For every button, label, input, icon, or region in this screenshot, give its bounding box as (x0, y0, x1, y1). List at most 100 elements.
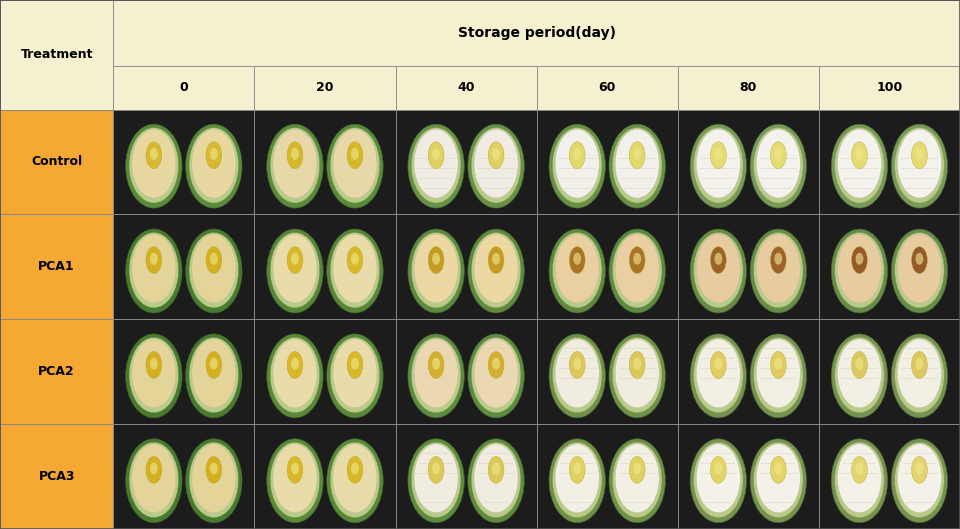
FancyArrow shape (282, 453, 308, 454)
Ellipse shape (855, 462, 863, 475)
Ellipse shape (273, 234, 317, 303)
FancyArrow shape (702, 253, 735, 254)
Ellipse shape (615, 339, 660, 408)
Ellipse shape (895, 442, 945, 518)
Bar (678, 319, 819, 424)
Ellipse shape (756, 444, 801, 513)
FancyArrow shape (477, 378, 515, 379)
FancyArrow shape (700, 368, 737, 369)
FancyArrow shape (338, 358, 372, 359)
Bar (678, 424, 819, 529)
Ellipse shape (132, 129, 176, 198)
Bar (537, 319, 678, 424)
Ellipse shape (750, 124, 806, 208)
FancyArrow shape (564, 453, 590, 454)
Bar (254, 110, 396, 214)
FancyArrow shape (201, 293, 227, 294)
FancyArrow shape (559, 483, 596, 484)
FancyArrow shape (759, 263, 797, 264)
FancyArrow shape (843, 358, 876, 359)
FancyArrow shape (477, 263, 515, 264)
Ellipse shape (408, 229, 465, 313)
FancyArrow shape (620, 178, 654, 179)
Ellipse shape (549, 124, 606, 208)
Ellipse shape (150, 148, 157, 160)
Ellipse shape (569, 457, 585, 484)
Ellipse shape (852, 142, 867, 169)
FancyArrow shape (620, 463, 654, 464)
FancyArrow shape (900, 263, 938, 264)
Text: 100: 100 (876, 81, 902, 94)
Ellipse shape (714, 358, 722, 370)
Ellipse shape (189, 338, 239, 413)
Ellipse shape (756, 339, 801, 408)
Ellipse shape (895, 127, 945, 203)
Bar (819, 110, 960, 214)
Bar (537, 319, 678, 424)
Ellipse shape (573, 358, 581, 370)
FancyArrow shape (282, 243, 308, 244)
Ellipse shape (132, 234, 176, 303)
Ellipse shape (185, 439, 242, 523)
FancyArrow shape (702, 178, 735, 179)
FancyArrow shape (276, 368, 314, 369)
Ellipse shape (273, 444, 317, 513)
Bar (0, 110, 113, 214)
Bar (678, 319, 819, 424)
Ellipse shape (185, 124, 242, 208)
FancyArrow shape (902, 358, 936, 359)
FancyArrow shape (336, 263, 373, 264)
Bar (819, 424, 960, 529)
Ellipse shape (489, 352, 504, 378)
FancyArrow shape (141, 453, 167, 454)
FancyArrow shape (765, 453, 791, 454)
Bar (113, 0, 960, 66)
Ellipse shape (615, 129, 660, 198)
FancyArrow shape (843, 492, 876, 494)
FancyArrow shape (761, 253, 795, 254)
Ellipse shape (855, 253, 863, 265)
Ellipse shape (552, 442, 602, 518)
Ellipse shape (775, 148, 782, 160)
Ellipse shape (609, 439, 665, 523)
FancyArrow shape (706, 453, 732, 454)
Ellipse shape (273, 339, 317, 408)
FancyArrow shape (702, 283, 735, 284)
Ellipse shape (287, 142, 302, 169)
Ellipse shape (146, 352, 161, 378)
Ellipse shape (552, 127, 602, 203)
Ellipse shape (552, 338, 602, 413)
Bar (0, 319, 113, 424)
FancyArrow shape (618, 483, 656, 484)
Ellipse shape (775, 358, 782, 370)
Ellipse shape (333, 234, 377, 303)
FancyArrow shape (195, 263, 232, 264)
Bar (537, 66, 678, 110)
Text: 60: 60 (598, 81, 616, 94)
Ellipse shape (492, 358, 500, 370)
FancyArrow shape (843, 283, 876, 284)
Ellipse shape (912, 247, 927, 273)
Ellipse shape (714, 148, 722, 160)
FancyArrow shape (561, 253, 594, 254)
Ellipse shape (549, 439, 606, 523)
FancyArrow shape (201, 453, 227, 454)
Bar (396, 319, 537, 424)
Ellipse shape (150, 358, 157, 370)
FancyArrow shape (841, 483, 878, 484)
Ellipse shape (192, 234, 236, 303)
Ellipse shape (468, 124, 524, 208)
FancyArrow shape (702, 358, 735, 359)
Ellipse shape (468, 229, 524, 313)
Bar (537, 214, 678, 320)
Ellipse shape (690, 334, 747, 418)
Ellipse shape (287, 457, 302, 484)
Ellipse shape (714, 253, 722, 265)
Bar (678, 110, 819, 214)
Ellipse shape (615, 234, 660, 303)
Bar (396, 214, 537, 320)
FancyArrow shape (761, 492, 795, 494)
Ellipse shape (428, 352, 444, 378)
Text: PCA1: PCA1 (38, 260, 75, 273)
Ellipse shape (411, 127, 461, 203)
